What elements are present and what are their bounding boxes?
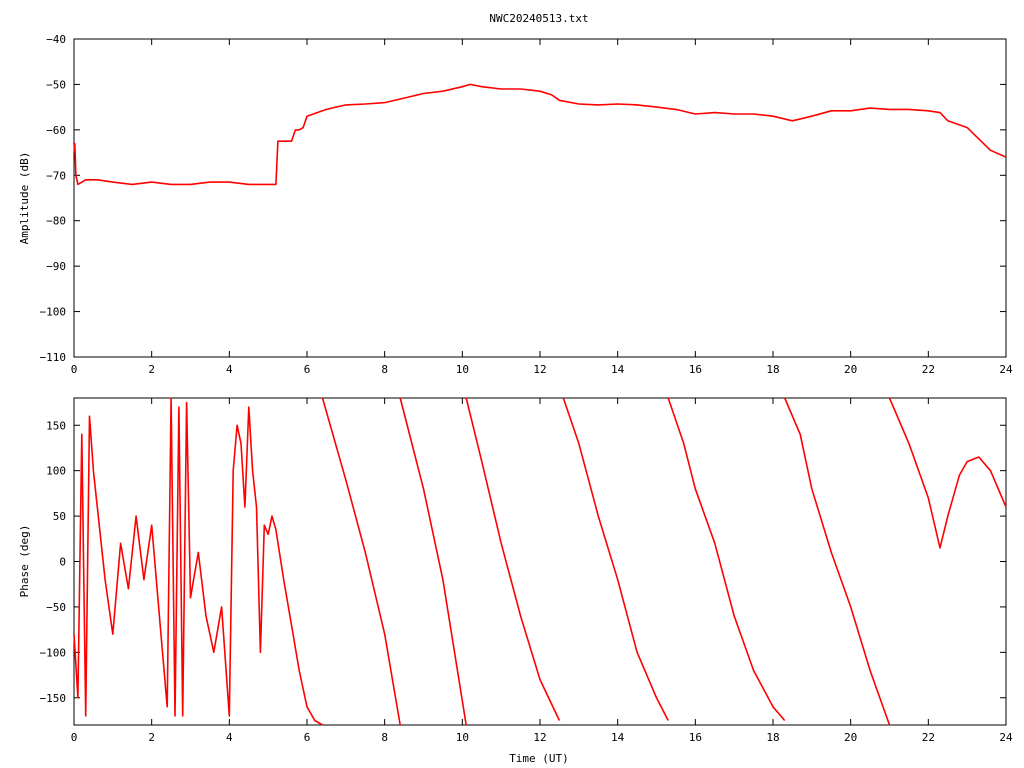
amplitude-y-tick-label: −90 [46,260,66,273]
phase-series-line-1 [321,397,401,726]
amplitude-y-axis-label: Amplitude (dB) [18,152,31,245]
amplitude-x-tick-label: 2 [148,363,155,376]
phase-y-tick-label: 150 [46,419,66,432]
phase-series-line-2 [399,397,467,726]
phase-y-axis-label: Phase (deg) [18,525,31,598]
phase-axis-ticks: 0 2 4 6 8 10 12 14 16 18 20 22 24−150−100−5005010015… [40,398,1013,744]
phase-y-tick-label: −100 [40,646,67,659]
amplitude-x-tick-label: 12 [533,363,546,376]
amplitude-y-tick-label: −50 [46,78,66,91]
amplitude-x-tick-label: 22 [922,363,935,376]
phase-series [73,397,1007,726]
phase-y-tick-label: −150 [40,692,67,705]
phase-x-tick-label: 4 [226,731,233,744]
amplitude-x-tick-label: 14 [611,363,625,376]
phase-x-tick-label: 22 [922,731,935,744]
amplitude-axis-ticks: 0 2 4 6 8 10 12 14 16 18 20 22 24−110−100−90−80−70−6… [40,33,1013,376]
phase-x-tick-label: 6 [304,731,311,744]
phase-x-tick-label: 2 [148,731,155,744]
amplitude-x-tick-label: 4 [226,363,233,376]
phase-x-tick-label: 20 [844,731,857,744]
phase-y-tick-label: 0 [59,556,66,569]
phase-series-line-6 [783,397,891,726]
amplitude-y-tick-label: −100 [40,306,67,319]
phase-y-tick-label: 100 [46,465,66,478]
phase-x-tick-label: 16 [689,731,702,744]
phase-panel: 0 2 4 6 8 10 12 14 16 18 20 22 24−150−100−5005010015… [18,397,1013,765]
phase-series-line-5 [667,397,786,722]
amplitude-x-tick-label: 10 [456,363,469,376]
amplitude-panel: 0 2 4 6 8 10 12 14 16 18 20 22 24−110−100−90−80−70−6… [18,33,1013,376]
time-x-axis-label: Time (UT) [509,752,569,765]
phase-x-tick-label: 8 [381,731,388,744]
phase-series-line-0 [73,397,323,726]
amplitude-x-tick-label: 20 [844,363,857,376]
amplitude-x-tick-label: 18 [766,363,779,376]
amplitude-x-tick-label: 0 [71,363,78,376]
phase-x-tick-label: 12 [533,731,546,744]
amplitude-x-tick-label: 16 [689,363,702,376]
phase-series-line-4 [562,397,669,721]
amplitude-x-tick-label: 6 [304,363,311,376]
amplitude-y-tick-label: −40 [46,33,66,46]
figure-title: NWC20240513.txt [489,12,588,25]
amplitude-y-tick-label: −110 [40,351,67,364]
phase-series-line-7 [888,397,1007,549]
amplitude-y-tick-label: −60 [46,124,66,137]
amplitude-series-line-0 [73,83,1007,186]
phase-x-tick-label: 10 [456,731,469,744]
phase-x-tick-label: 0 [71,731,78,744]
phase-x-tick-label: 14 [611,731,625,744]
amplitude-x-tick-label: 8 [381,363,388,376]
phase-x-tick-label: 18 [766,731,779,744]
amplitude-x-tick-label: 24 [999,363,1013,376]
phase-y-tick-label: 50 [53,510,66,523]
amplitude-y-tick-label: −70 [46,169,66,182]
amplitude-y-tick-label: −80 [46,215,66,228]
phase-x-tick-label: 24 [999,731,1013,744]
phase-y-tick-label: −50 [46,601,66,614]
amplitude-series [73,83,1007,186]
phase-series-line-3 [465,397,561,721]
